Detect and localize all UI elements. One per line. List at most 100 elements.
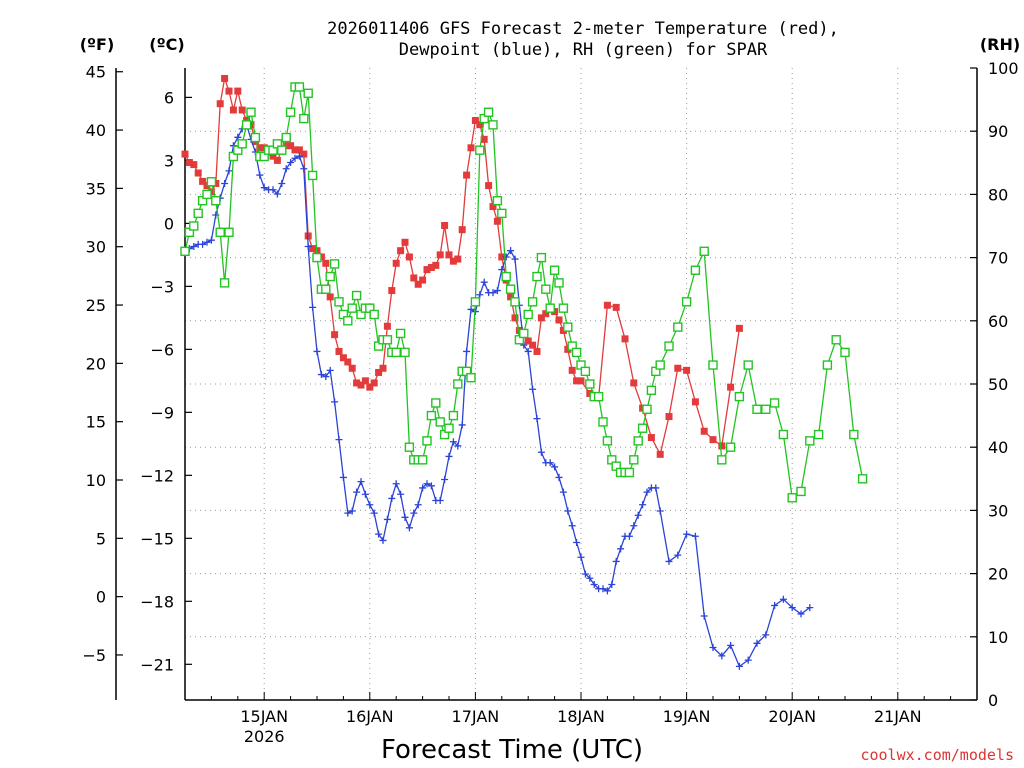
temperature-point — [463, 171, 471, 179]
dewpoint-point — [414, 501, 422, 509]
temperature-point — [185, 158, 193, 166]
fahrenheit-tick-label: 5 — [96, 529, 106, 548]
temperature-point — [357, 381, 365, 389]
temperature-point — [665, 413, 673, 421]
dewpoint-point — [683, 530, 691, 538]
temperature-point — [405, 253, 413, 261]
dewpoint-point — [788, 604, 796, 612]
rh-point — [206, 177, 217, 187]
temperature-point — [511, 314, 519, 322]
rh-point — [849, 429, 859, 440]
rh-tick-label: 50 — [988, 375, 1008, 394]
temperature-point — [454, 255, 462, 263]
dewpoint-point — [511, 255, 519, 263]
rh-tick-label: 40 — [988, 438, 1008, 457]
rh-point — [761, 404, 771, 414]
rh-point — [646, 385, 657, 396]
dewpoint-point — [304, 242, 312, 250]
fahrenheit-tick-label: 45 — [86, 63, 106, 82]
temperature-point — [216, 100, 224, 108]
rh-point — [545, 303, 555, 313]
dewpoint-point — [282, 165, 290, 173]
rh-point — [180, 246, 190, 256]
rh-point — [655, 360, 665, 370]
rh-point — [510, 297, 520, 307]
dewpoint-point — [291, 154, 299, 162]
rh-point — [444, 423, 454, 433]
rh-point — [690, 265, 701, 275]
dewpoint-point — [225, 167, 233, 175]
rh-unit-label: (RH) — [980, 35, 1020, 54]
temperature-point — [361, 377, 369, 385]
x-tick-label: 15JAN — [240, 707, 288, 726]
dewpoint-point — [190, 242, 198, 250]
dewpoint-point — [383, 515, 391, 523]
rh-point — [743, 360, 753, 370]
rh-tick-label: 30 — [988, 501, 1008, 520]
dewpoint-point — [709, 644, 717, 652]
temperature-point — [375, 368, 383, 376]
temperature-point — [300, 150, 308, 158]
temperature-point — [656, 450, 664, 458]
dewpoint-point — [762, 631, 770, 639]
rh-point — [708, 360, 718, 370]
rh-point — [417, 455, 428, 465]
rh-point — [470, 297, 481, 307]
dewpoint-point — [207, 236, 215, 244]
fahrenheit-tick-label: −5 — [82, 646, 106, 665]
dewpoint-point — [674, 551, 682, 559]
dewpoint-point — [797, 610, 805, 618]
celsius-tick-label: −6 — [150, 340, 174, 359]
dewpoint-point — [317, 371, 325, 379]
rh-point — [189, 221, 199, 231]
fahrenheit-tick-label: 0 — [96, 588, 106, 607]
temperature-point — [229, 106, 237, 114]
dewpoint-point — [423, 480, 431, 488]
rh-point — [805, 436, 815, 446]
rh-point — [527, 297, 538, 307]
dewpoint-point — [573, 539, 581, 547]
rh-point — [237, 139, 247, 149]
temperature-point — [238, 106, 246, 114]
dewpoint-point — [339, 473, 347, 481]
dewpoint-point — [735, 662, 743, 670]
rh-point — [343, 316, 353, 326]
dewpoint-point — [564, 507, 572, 515]
temperature-point — [533, 347, 541, 355]
rh-point — [325, 271, 335, 282]
temperature-point — [489, 203, 497, 211]
rh-point — [281, 132, 291, 143]
temperature-point — [603, 301, 611, 309]
rh-point — [699, 246, 709, 256]
rh-point — [277, 145, 287, 155]
temperature-point — [498, 253, 506, 261]
temperature-point — [485, 182, 493, 190]
dewpoint-point — [502, 253, 510, 261]
temperature-markers — [181, 74, 743, 458]
fahrenheit-unit-label: (ºF) — [80, 35, 115, 54]
dewpoint-point — [366, 501, 374, 509]
rh-point — [497, 208, 507, 219]
dewpoint-point — [533, 415, 541, 423]
dewpoint-point — [344, 509, 352, 517]
credit-text: coolwx.com/models — [860, 746, 1014, 764]
rh-point — [840, 347, 850, 358]
temperature-point — [331, 331, 339, 339]
celsius-tick-label: 0 — [164, 214, 174, 233]
dewpoint-point — [331, 398, 339, 406]
rh-point — [400, 347, 410, 358]
dewpoint-point — [256, 171, 264, 179]
temperature-point — [326, 293, 334, 301]
dewpoint-point — [727, 641, 735, 649]
temperature-point — [449, 257, 457, 265]
temperature-point — [410, 274, 418, 282]
dewpoint-point — [449, 438, 457, 446]
rh-point — [519, 328, 529, 339]
dewpoint-point — [753, 639, 761, 647]
temperature-point — [423, 266, 431, 274]
dewpoint-point — [612, 557, 620, 565]
temperature-point — [256, 144, 264, 152]
temperature-point — [647, 434, 655, 442]
temperature-point — [194, 169, 202, 177]
dewpoint-point — [555, 473, 563, 481]
